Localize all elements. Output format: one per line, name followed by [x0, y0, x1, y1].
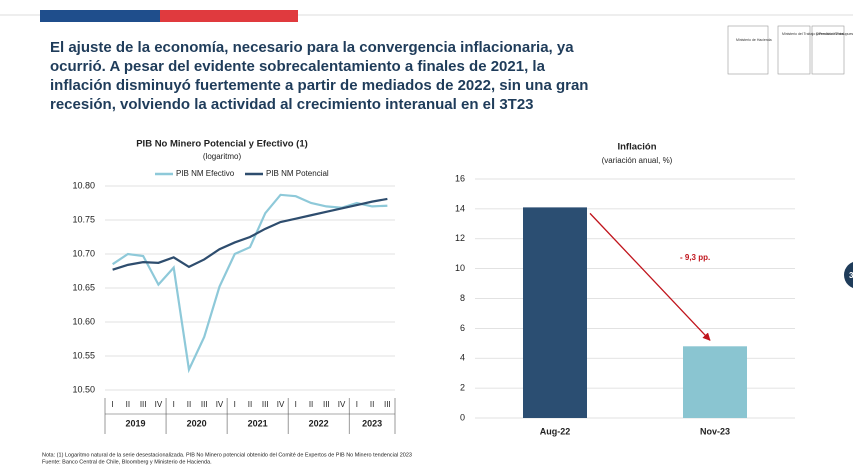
x-group-label: 2021 [248, 418, 268, 428]
x-tick-label: IV [155, 400, 163, 409]
x-tick-label: III [201, 400, 208, 409]
x-tick-label: IV [277, 400, 285, 409]
series-line [112, 197, 388, 271]
x-tick-label: IV [216, 400, 224, 409]
logo-text: Dirección de Presupuestos [816, 32, 853, 36]
y-tick-label: 10.55 [72, 350, 95, 360]
x-tick-label: II [370, 400, 374, 409]
y-tick-label: 10.50 [72, 384, 95, 394]
bar-chart: Inflación (variación anual, %) 0 2 4 6 8 10 12 14… [455, 142, 795, 436]
chart-title: Inflación [617, 142, 656, 153]
y-tick-label: 10.75 [72, 214, 95, 224]
y-tick-label: 0 [460, 412, 465, 422]
annotation-arrow [589, 212, 711, 341]
x-group-label: 2019 [126, 418, 146, 428]
title-line: inflación disminuyó fuertemente a partir… [50, 77, 588, 94]
y-tick-label: 4 [460, 353, 465, 363]
y-tick-label: 8 [460, 293, 465, 303]
source: Fuente: Banco Central de Chile, Bloomber… [42, 459, 212, 465]
y-tick-label: 12 [455, 233, 465, 243]
page-number: 3 [849, 271, 853, 280]
y-tick-label: 2 [460, 383, 465, 393]
x-tick-label: I [356, 400, 358, 409]
x-tick-label: III [140, 400, 147, 409]
title: El ajuste de la economía, necesario para… [50, 39, 588, 113]
page-badge [844, 261, 853, 289]
series-line [112, 193, 388, 374]
y-tick-label: 10.80 [72, 180, 95, 190]
bar [523, 207, 587, 418]
y-tick-label: 10.70 [72, 248, 95, 258]
chart-subtitle: (logaritmo) [203, 152, 242, 161]
chart-title: PIB No Minero Potencial y Efectivo (1) [136, 139, 308, 150]
title-line: ocurrió. A pesar del evidente sobrecalen… [50, 58, 546, 75]
x-group-label: 2023 [362, 418, 382, 428]
bar [683, 346, 747, 418]
logo-text: Ministerio de Hacienda [736, 38, 772, 42]
x-tick-label: I [112, 400, 114, 409]
header-bar-red [160, 10, 298, 22]
legend-label: PIB NM Efectivo [176, 169, 235, 178]
legend-label: PIB NM Potencial [266, 169, 329, 178]
title-line: recesión, volviendo la actividad al crec… [50, 96, 534, 113]
y-tick-label: 10.60 [72, 316, 95, 326]
y-tick-label: 10 [455, 263, 465, 273]
logo-box [811, 25, 845, 75]
x-tick-label: IV [338, 400, 346, 409]
chart-subtitle: (variación anual, %) [602, 156, 673, 165]
x-tick-label: III [323, 400, 330, 409]
header-bar-blue [40, 10, 160, 22]
line-chart: PIB No Minero Potencial y Efectivo (1) (l… [72, 139, 396, 434]
x-tick-label: III [262, 400, 269, 409]
x-group-label: 2022 [309, 418, 329, 428]
logo-box [727, 25, 769, 75]
y-tick-label: 6 [460, 323, 465, 333]
logo-box [777, 25, 811, 75]
logo-text: Ministerio del Trabajo y Previsión Socia… [782, 32, 844, 36]
y-tick-label: 14 [455, 203, 465, 213]
x-group-label: 2020 [187, 418, 207, 428]
x-tick-label: Nov-23 [700, 426, 730, 436]
note: Nota: (1) Logaritmo natural de la serie … [42, 452, 412, 458]
x-tick-label: I [173, 400, 175, 409]
x-tick-label: III [384, 400, 391, 409]
title-line: El ajuste de la economía, necesario para… [50, 39, 574, 56]
x-tick-label: II [248, 400, 252, 409]
annotation: - 9,3 pp. [680, 253, 710, 262]
logos: Ministerio de Hacienda Ministerio del Tra… [727, 25, 853, 75]
x-tick-label: II [309, 400, 313, 409]
x-tick-label: II [187, 400, 191, 409]
x-tick-label: II [126, 400, 130, 409]
x-tick-label: I [234, 400, 236, 409]
y-tick-label: 16 [455, 173, 465, 183]
x-tick-label: Aug-22 [540, 426, 571, 436]
x-tick-label: I [295, 400, 297, 409]
y-tick-label: 10.65 [72, 282, 95, 292]
